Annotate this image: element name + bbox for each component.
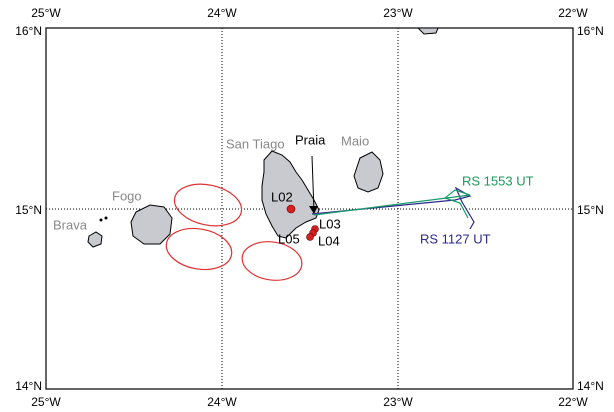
lat-label: 15°N xyxy=(15,203,42,217)
track-label: RS 1127 UT xyxy=(420,231,491,246)
ellipse xyxy=(173,183,243,227)
place-label: Praia xyxy=(295,132,326,147)
station-label: L02 xyxy=(271,189,293,204)
lat-label: 16°N xyxy=(15,24,42,38)
islet xyxy=(99,218,103,222)
station xyxy=(286,204,296,214)
islet xyxy=(104,216,108,220)
ellipse xyxy=(241,241,303,281)
station xyxy=(306,233,314,241)
pointer xyxy=(309,206,318,214)
station-label: L04 xyxy=(318,233,340,248)
island xyxy=(130,204,173,245)
ellipse xyxy=(165,227,233,271)
track xyxy=(311,186,475,230)
lon-label: 24°W xyxy=(207,395,237,409)
place-label: Maio xyxy=(341,133,369,148)
lon-label: 23°W xyxy=(383,6,413,20)
lon-label: 23°W xyxy=(383,395,413,409)
track xyxy=(313,189,471,219)
lat-label: 15°N xyxy=(577,203,604,217)
track-label: RS 1553 UT xyxy=(462,173,534,188)
place-label: Fogo xyxy=(112,188,142,203)
lon-label: 25°W xyxy=(31,6,61,20)
station-label: L05 xyxy=(278,231,300,246)
pointer xyxy=(311,155,315,213)
place-label: Brava xyxy=(53,217,88,232)
place-label: San Tiago xyxy=(226,136,285,151)
island xyxy=(87,231,103,248)
lon-label: 25°W xyxy=(31,395,61,409)
station-label: L03 xyxy=(319,216,341,231)
island xyxy=(353,151,384,193)
lat-label: 16°N xyxy=(577,24,604,38)
lat-label: 14°N xyxy=(15,379,42,393)
lon-label: 22°W xyxy=(558,6,588,20)
lon-label: 24°W xyxy=(207,6,237,20)
island xyxy=(416,27,439,35)
island xyxy=(261,150,320,239)
lat-label: 14°N xyxy=(577,379,604,393)
lon-label: 22°W xyxy=(558,395,588,409)
